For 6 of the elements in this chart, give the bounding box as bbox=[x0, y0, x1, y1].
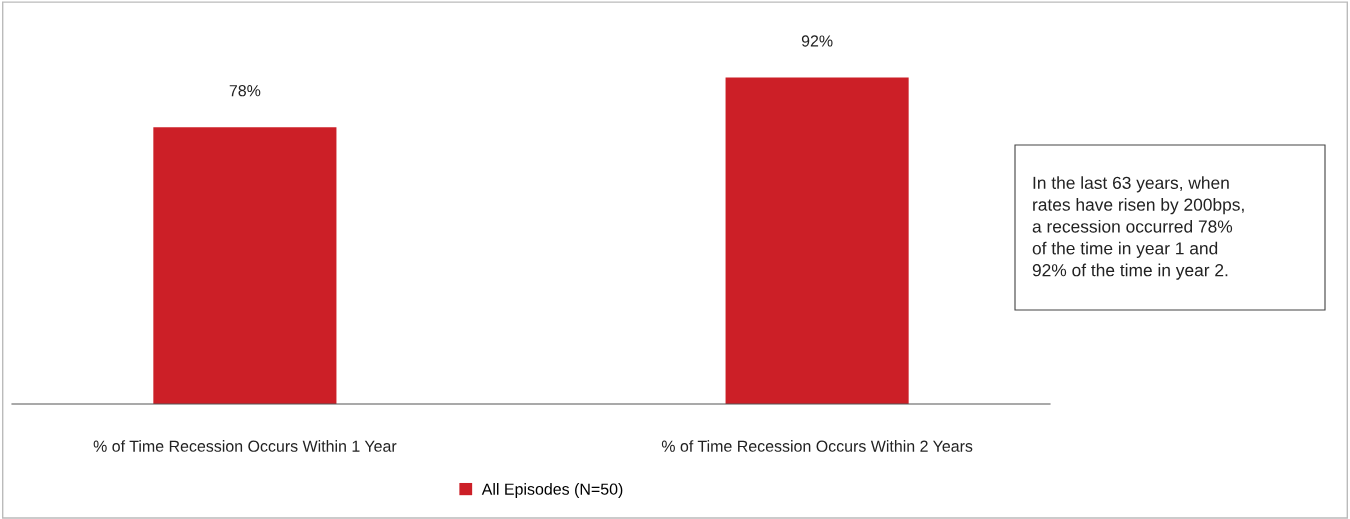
legend-label: All Episodes (N=50) bbox=[481, 483, 623, 498]
annotation: In the last 63 years, when rates have risen by 200bps, a recession occurred 78% of the time in year 1 and 92% of the time in year 2. bbox=[1032, 176, 1244, 280]
x-tick-label: % of Time Recession Occurs Within 1 Year bbox=[93, 440, 397, 452]
data-label: 78% bbox=[229, 85, 261, 97]
x-tick-label: % of Time Recession Occurs Within 2 Years bbox=[661, 440, 973, 452]
data-label: 92% bbox=[801, 35, 833, 47]
